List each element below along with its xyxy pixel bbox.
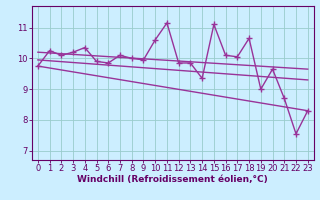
X-axis label: Windchill (Refroidissement éolien,°C): Windchill (Refroidissement éolien,°C) (77, 175, 268, 184)
